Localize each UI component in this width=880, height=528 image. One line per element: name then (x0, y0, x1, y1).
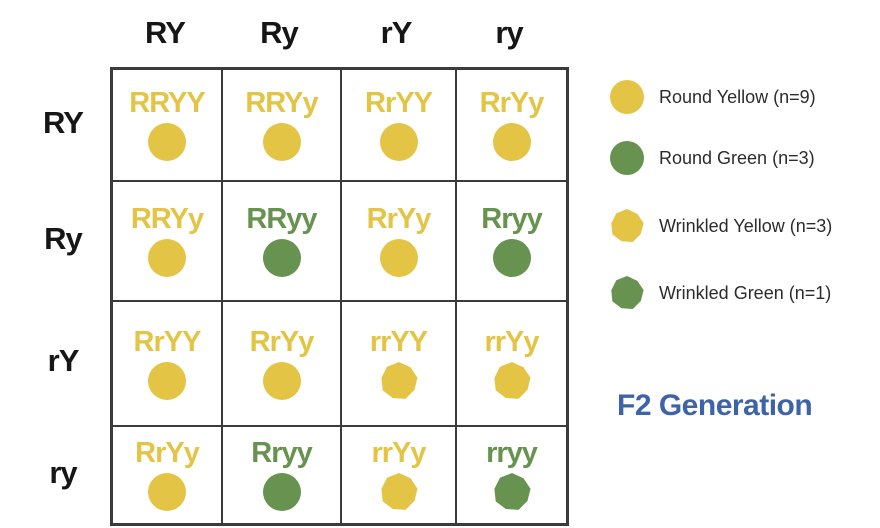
punnett-cell: RRYy (222, 69, 341, 181)
punnett-cell: Rryy (222, 426, 341, 524)
genotype-label: rryy (486, 437, 538, 469)
punnett-cell: RrYy (341, 181, 456, 301)
punnett-cell: RrYY (112, 301, 222, 426)
seed-phenotype-dot (148, 123, 186, 161)
genotype-label: rrYY (369, 325, 428, 358)
genotype-label: RRYy (245, 87, 318, 119)
punnett-cell: rryy (456, 426, 567, 524)
seed-phenotype-dot (148, 473, 186, 511)
legend-item-wrinkled-green: Wrinkled Green (n=1) (610, 275, 831, 311)
row-header-RY: RY (43, 105, 84, 140)
legend-label: Wrinkled Yellow (n=3) (659, 215, 833, 236)
row-header-ry: ry (49, 455, 77, 490)
genotype-label: RrYy (135, 437, 200, 469)
genotype-label: RRyy (246, 203, 317, 235)
genotype-label: RrYy (479, 87, 545, 119)
legend-item-wrinkled-yellow: Wrinkled Yellow (n=3) (610, 208, 832, 244)
punnett-grid: RRYY RRYy RrYY RrYy RRYy RRyy RrYy Rryy … (110, 67, 569, 526)
seed-phenotype-dot (380, 473, 418, 511)
col-header-rY: rY (380, 15, 413, 50)
punnett-cell: RRYY (112, 69, 222, 181)
genotype-label: Rryy (251, 437, 312, 469)
seed-phenotype-dot (262, 361, 301, 400)
seed-phenotype-dot (262, 239, 301, 277)
punnett-cell: RrYY (341, 69, 456, 181)
punnett-cell: RrYy (456, 69, 567, 181)
legend-item-round-green: Round Green (n=3) (610, 140, 815, 176)
genotype-label: rrYy (484, 325, 539, 358)
genotype-label: Rryy (481, 203, 542, 235)
legend-label: Round Yellow (n=9) (659, 86, 816, 107)
caption-f2-generation: F2 Generation (617, 389, 813, 422)
seed-phenotype-dot (492, 123, 531, 161)
seed-phenotype-dot (379, 239, 418, 277)
seed-phenotype-dot (493, 361, 531, 400)
genotype-label: RrYY (133, 325, 202, 358)
punnett-cell: RrYy (112, 426, 222, 524)
col-header-Ry: Ry (260, 15, 299, 50)
genotype-label: rrYy (371, 437, 426, 469)
wrinkled-green-dot-icon (610, 276, 644, 310)
punnett-cell: RrYy (222, 301, 341, 426)
col-header-RY: RY (145, 15, 186, 50)
seed-phenotype-dot (148, 239, 186, 277)
seed-phenotype-dot (262, 473, 301, 511)
genotype-label: RrYY (365, 87, 433, 119)
genotype-label: RRYy (130, 203, 204, 235)
legend-item-round-yellow: Round Yellow (n=9) (610, 79, 816, 115)
punnett-cell: rrYy (456, 301, 567, 426)
seed-phenotype-dot (379, 123, 418, 161)
row-header-rY: rY (47, 343, 80, 378)
round-green-dot-icon (610, 141, 644, 175)
seed-phenotype-dot (262, 123, 301, 161)
genotype-label: RRYY (129, 87, 205, 119)
seed-phenotype-dot (148, 361, 186, 400)
punnett-cell: RRYy (112, 181, 222, 301)
round-yellow-dot-icon (610, 80, 644, 114)
row-header-Ry: Ry (44, 221, 83, 256)
legend-label: Wrinkled Green (n=1) (659, 282, 832, 303)
seed-phenotype-dot (380, 361, 418, 400)
punnett-cell: Rryy (456, 181, 567, 301)
col-header-ry: ry (495, 15, 523, 50)
punnett-cell: rrYy (341, 426, 456, 524)
punnett-cell: RRyy (222, 181, 341, 301)
seed-phenotype-dot (493, 473, 531, 511)
wrinkled-yellow-dot-icon (610, 209, 644, 243)
legend-label: Round Green (n=3) (659, 147, 815, 168)
punnett-cell: rrYY (341, 301, 456, 426)
genotype-label: RrYy (366, 203, 432, 235)
genotype-label: RrYy (249, 325, 315, 358)
seed-phenotype-dot (492, 239, 531, 277)
